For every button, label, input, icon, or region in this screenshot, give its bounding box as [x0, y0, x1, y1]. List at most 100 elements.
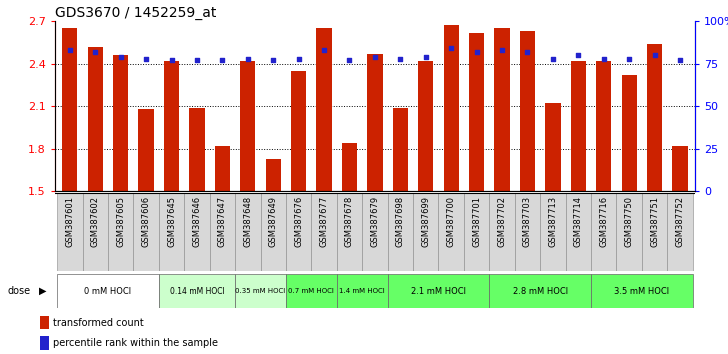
Bar: [317, 28, 332, 191]
FancyBboxPatch shape: [235, 193, 261, 271]
FancyBboxPatch shape: [438, 193, 464, 271]
Text: GSM387677: GSM387677: [320, 196, 328, 247]
FancyBboxPatch shape: [540, 193, 566, 271]
FancyBboxPatch shape: [286, 274, 337, 308]
FancyBboxPatch shape: [591, 274, 693, 308]
FancyBboxPatch shape: [210, 193, 235, 271]
Text: 1.4 mM HOCl: 1.4 mM HOCl: [339, 288, 385, 294]
Bar: [291, 71, 306, 191]
Point: [293, 56, 304, 62]
Bar: [266, 159, 281, 191]
Point: [369, 54, 381, 60]
Bar: [40, 336, 49, 350]
Bar: [418, 61, 433, 191]
Text: GSM387606: GSM387606: [142, 196, 151, 247]
Text: GSM387713: GSM387713: [548, 196, 558, 247]
Bar: [520, 31, 535, 191]
Bar: [113, 55, 128, 191]
Bar: [392, 108, 408, 191]
FancyBboxPatch shape: [464, 193, 489, 271]
FancyBboxPatch shape: [363, 193, 387, 271]
Text: dose: dose: [7, 286, 31, 296]
Text: 3.5 mM HOCl: 3.5 mM HOCl: [614, 287, 670, 296]
Bar: [673, 146, 688, 191]
FancyBboxPatch shape: [159, 193, 184, 271]
Text: GSM387751: GSM387751: [650, 196, 659, 247]
Text: GSM387701: GSM387701: [472, 196, 481, 247]
Point: [344, 57, 355, 63]
Point: [395, 56, 406, 62]
FancyBboxPatch shape: [489, 193, 515, 271]
Text: GSM387601: GSM387601: [66, 196, 74, 247]
Text: GSM387676: GSM387676: [294, 196, 303, 247]
Text: 0.7 mM HOCl: 0.7 mM HOCl: [288, 288, 334, 294]
Point: [674, 57, 686, 63]
Bar: [62, 28, 77, 191]
Point: [318, 47, 330, 53]
Point: [166, 57, 178, 63]
Bar: [368, 54, 382, 191]
Text: GSM387602: GSM387602: [91, 196, 100, 247]
Text: GSM387716: GSM387716: [599, 196, 608, 247]
Text: GSM387647: GSM387647: [218, 196, 227, 247]
FancyBboxPatch shape: [57, 193, 82, 271]
Text: transformed count: transformed count: [53, 318, 143, 327]
FancyBboxPatch shape: [668, 193, 693, 271]
Text: percentile rank within the sample: percentile rank within the sample: [53, 338, 218, 348]
Point: [242, 56, 253, 62]
Point: [623, 56, 635, 62]
Text: GSM387750: GSM387750: [625, 196, 633, 247]
Point: [496, 47, 508, 53]
Text: ▶: ▶: [39, 286, 46, 296]
FancyBboxPatch shape: [133, 193, 159, 271]
Text: GSM387678: GSM387678: [345, 196, 354, 247]
FancyBboxPatch shape: [108, 193, 133, 271]
Text: 0 mM HOCl: 0 mM HOCl: [84, 287, 132, 296]
FancyBboxPatch shape: [489, 274, 591, 308]
Bar: [443, 25, 459, 191]
FancyBboxPatch shape: [591, 193, 617, 271]
Bar: [596, 61, 612, 191]
FancyBboxPatch shape: [566, 193, 591, 271]
Bar: [189, 108, 205, 191]
Bar: [494, 28, 510, 191]
FancyBboxPatch shape: [642, 193, 668, 271]
FancyBboxPatch shape: [159, 274, 235, 308]
FancyBboxPatch shape: [337, 193, 363, 271]
Point: [471, 49, 483, 55]
FancyBboxPatch shape: [413, 193, 438, 271]
Text: GSM387702: GSM387702: [497, 196, 507, 247]
Point: [522, 49, 534, 55]
Text: 2.8 mM HOCl: 2.8 mM HOCl: [513, 287, 568, 296]
Bar: [622, 75, 637, 191]
Text: GSM387649: GSM387649: [269, 196, 277, 247]
Bar: [138, 109, 154, 191]
Point: [649, 52, 660, 58]
FancyBboxPatch shape: [312, 193, 337, 271]
Text: GSM387605: GSM387605: [116, 196, 125, 247]
Point: [115, 54, 127, 60]
Text: GSM387700: GSM387700: [447, 196, 456, 247]
Text: GSM387646: GSM387646: [192, 196, 202, 247]
Text: GSM387679: GSM387679: [371, 196, 379, 247]
Text: GSM387698: GSM387698: [396, 196, 405, 247]
FancyBboxPatch shape: [286, 193, 312, 271]
Point: [547, 56, 558, 62]
Bar: [469, 33, 484, 191]
Text: GDS3670 / 1452259_at: GDS3670 / 1452259_at: [55, 6, 216, 20]
Text: GSM387714: GSM387714: [574, 196, 583, 247]
Bar: [87, 47, 103, 191]
Bar: [342, 143, 357, 191]
Text: GSM387645: GSM387645: [167, 196, 176, 247]
Bar: [40, 316, 49, 329]
FancyBboxPatch shape: [261, 193, 286, 271]
FancyBboxPatch shape: [57, 274, 159, 308]
Bar: [240, 61, 256, 191]
Point: [420, 54, 432, 60]
FancyBboxPatch shape: [82, 193, 108, 271]
Point: [572, 52, 584, 58]
FancyBboxPatch shape: [387, 274, 489, 308]
Point: [267, 57, 279, 63]
Bar: [545, 103, 561, 191]
Text: GSM387703: GSM387703: [523, 196, 532, 247]
